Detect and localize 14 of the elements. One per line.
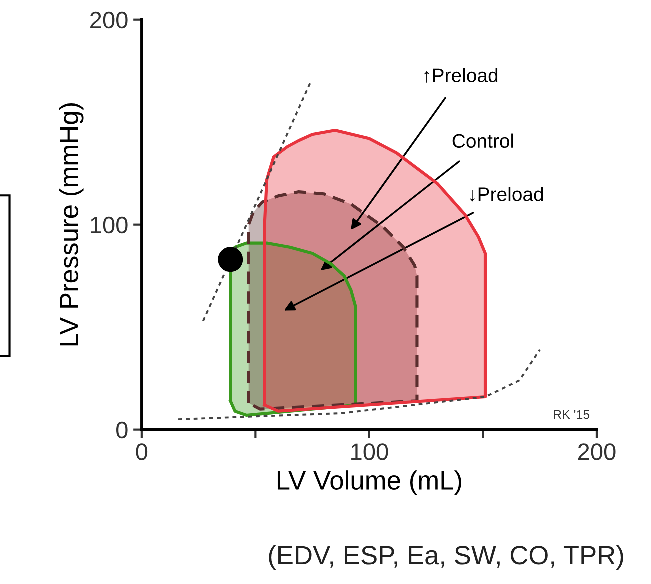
- annotation: Control: [452, 134, 514, 148]
- annotation: ↓Preload: [470, 187, 544, 202]
- y-tick-label: 0: [116, 422, 128, 439]
- annotation: ↑Preload: [424, 68, 498, 83]
- y-axis-title: LV Pressure (mmHg): [59, 104, 84, 346]
- text: (EDV, ESP, Ea, SW, CO, TPR): [269, 545, 624, 570]
- x-axis-title: LV Volume (mL): [278, 470, 462, 496]
- x-tick-label: 100: [352, 444, 388, 460]
- x-tick-label: 0: [136, 444, 148, 460]
- y-tick-label: 200: [90, 12, 128, 29]
- annotation: RK '15: [554, 410, 590, 420]
- y-tick-label: 100: [91, 216, 128, 234]
- x-tick-label: 200: [578, 444, 616, 460]
- line-series: [177, 348, 542, 421]
